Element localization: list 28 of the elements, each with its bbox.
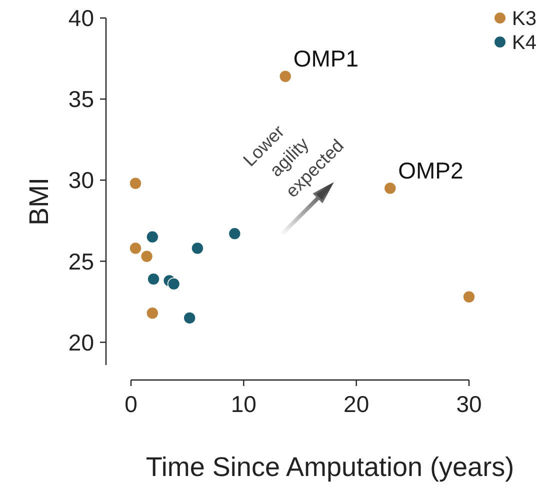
y-tick-label: 25 — [68, 248, 94, 274]
annotation: OMP2 — [398, 157, 464, 184]
point — [140, 250, 154, 263]
point — [146, 306, 159, 320]
legend-label: K3 — [512, 8, 536, 30]
x-axis-title: Time Since Amputation (years) — [146, 452, 514, 482]
point — [462, 290, 476, 304]
point — [129, 242, 142, 255]
point — [147, 272, 160, 286]
point — [146, 230, 159, 244]
x-tick-label: 0 — [124, 391, 138, 417]
point — [191, 242, 204, 255]
legend-label: K4 — [512, 32, 536, 54]
y-tick-label: 30 — [68, 167, 94, 194]
point — [228, 227, 242, 240]
y-tick-label: 35 — [68, 86, 94, 112]
y-tick-label: 20 — [68, 329, 94, 356]
y-tick-label: 40 — [68, 5, 94, 32]
y-axis-title: BMI — [24, 177, 54, 226]
x-tick-label: 10 — [230, 391, 256, 417]
point — [278, 70, 292, 83]
point — [129, 176, 142, 190]
point — [183, 312, 196, 324]
x-tick-label: 30 — [456, 391, 482, 417]
annotation: OMP1 — [293, 45, 359, 72]
point — [167, 278, 180, 290]
x-tick-label: 20 — [344, 391, 370, 417]
point — [384, 182, 397, 195]
